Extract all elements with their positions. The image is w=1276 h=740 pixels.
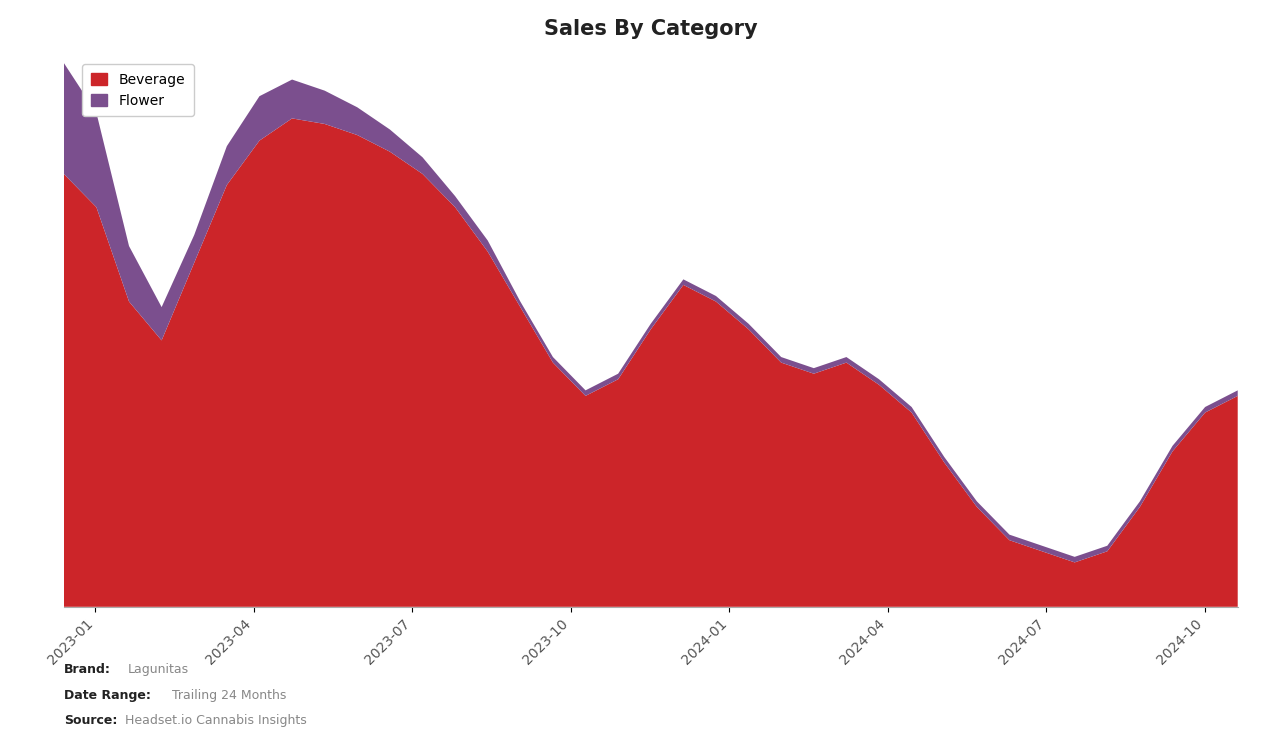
Text: Date Range:: Date Range: bbox=[64, 689, 151, 702]
Text: Lagunitas: Lagunitas bbox=[128, 663, 189, 676]
Text: Headset.io Cannabis Insights: Headset.io Cannabis Insights bbox=[125, 713, 306, 727]
Legend: Beverage, Flower: Beverage, Flower bbox=[83, 64, 194, 116]
Text: Brand:: Brand: bbox=[64, 663, 111, 676]
Title: Sales By Category: Sales By Category bbox=[544, 19, 758, 39]
Text: Source:: Source: bbox=[64, 713, 117, 727]
Text: Trailing 24 Months: Trailing 24 Months bbox=[172, 689, 287, 702]
